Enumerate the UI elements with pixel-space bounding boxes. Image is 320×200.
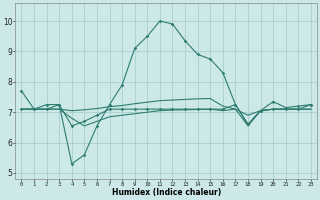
X-axis label: Humidex (Indice chaleur): Humidex (Indice chaleur)	[112, 188, 221, 197]
